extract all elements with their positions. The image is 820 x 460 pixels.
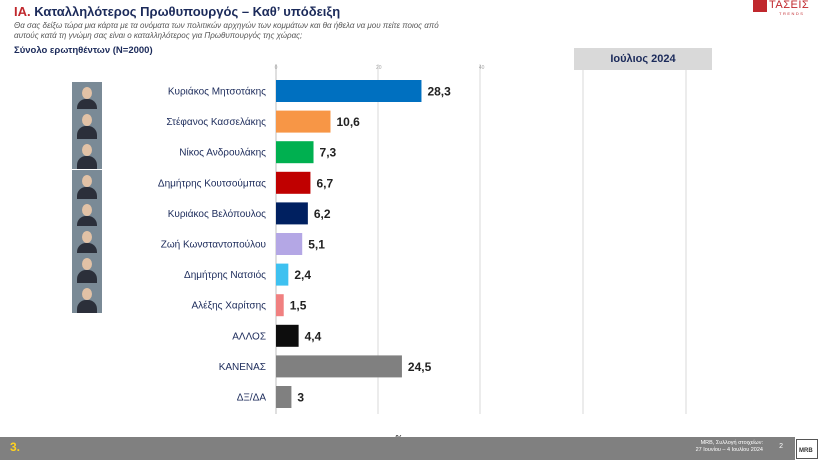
- mrb-logo: MRB: [796, 439, 818, 459]
- category-label: Κυριάκος Μητσοτάκης: [168, 86, 266, 98]
- candidate-photo: [72, 226, 102, 256]
- category-label: ΚΑΝΕΝΑΣ: [219, 362, 266, 373]
- logo-subtitle: TRENDS: [779, 11, 805, 16]
- source-line-1: MRB, Συλλογή στοιχείων:: [700, 440, 763, 446]
- data-label: 6,7: [316, 176, 333, 190]
- category-label: Αλέξης Χαρίτσης: [192, 300, 267, 312]
- logo-name: ΤΑΣΕΙΣ: [769, 0, 810, 11]
- category-label: Ζωή Κωνσταντοπούλου: [161, 239, 266, 251]
- bar: [276, 233, 303, 255]
- data-label: 4,4: [305, 329, 322, 343]
- sample-size-label: Σύνολο ερωτηθέντων (N=2000): [14, 45, 153, 56]
- bar: [276, 110, 331, 133]
- question-text: Θα σας δείξω τώρα μια κάρτα με τα ονόματ…: [14, 21, 439, 40]
- footer-bar: 3. MRB, Συλλογή στοιχείων: 27 Ιουνίου – …: [0, 437, 795, 460]
- candidate-photo: [72, 170, 102, 200]
- title-prefix: IA.: [14, 4, 31, 19]
- x-tick-label: 20: [376, 65, 382, 71]
- bar: [276, 263, 289, 286]
- bar: [276, 171, 311, 194]
- source-line-2: 27 Ιουνίου – 4 Ιουλίου 2024: [695, 447, 763, 453]
- slide-title: IA. Καταλληλότερος Πρωθυπουργός – Καθ’ υ…: [14, 4, 340, 19]
- bar: [276, 80, 422, 102]
- logo-mark-icon: [753, 0, 767, 12]
- bar: [276, 324, 299, 347]
- category-label: ΑΛΛΟΣ: [232, 331, 266, 342]
- category-label: Κυριάκος Βελόπουλος: [168, 208, 266, 220]
- candidate-photo: [72, 253, 102, 283]
- source-note: MRB, Συλλογή στοιχείων: 27 Ιουνίου – 4 Ι…: [696, 440, 763, 454]
- page-number: 2: [779, 443, 783, 450]
- title-text: Καταλληλότερος Πρωθυπουργός – Καθ’ υπόδε…: [34, 4, 341, 19]
- slide-number: 3.: [10, 440, 21, 454]
- candidate-photo: [72, 82, 102, 112]
- bar: [276, 355, 402, 378]
- bar: [276, 202, 308, 225]
- data-label: 28,3: [427, 85, 451, 99]
- bar: [276, 141, 314, 164]
- category-label: Νίκος Ανδρουλάκης: [179, 147, 266, 159]
- bar: [276, 386, 292, 408]
- data-label: 24,5: [408, 360, 432, 374]
- data-label: 6,2: [314, 207, 331, 221]
- data-label: 7,3: [320, 146, 337, 160]
- candidate-photo: [72, 199, 102, 229]
- category-label: ΔΞ/ΔΑ: [237, 393, 267, 404]
- candidate-photo: [72, 109, 102, 139]
- data-label: 1,5: [290, 299, 307, 313]
- brand-logo: ΤΑΣΕΙΣ TRENDS: [753, 0, 817, 20]
- data-label: 5,1: [308, 238, 325, 252]
- bar: [276, 294, 284, 317]
- candidate-photo: [72, 139, 102, 169]
- category-label: Στέφανος Κασσελάκης: [166, 116, 266, 128]
- x-tick-label: 0: [275, 65, 278, 71]
- candidate-photo: [72, 283, 102, 313]
- mrb-logo-text: MRB: [799, 448, 813, 454]
- data-label: 3: [297, 391, 304, 405]
- data-label: 2,4: [294, 268, 311, 282]
- x-tick-label: 40: [479, 65, 485, 71]
- category-label: Δημήτρης Νατσιός: [184, 269, 266, 281]
- data-label: 10,6: [336, 115, 360, 129]
- period-header: Ιούλιος 2024: [574, 48, 712, 70]
- category-label: Δημήτρης Κουτσούμπας: [158, 177, 266, 189]
